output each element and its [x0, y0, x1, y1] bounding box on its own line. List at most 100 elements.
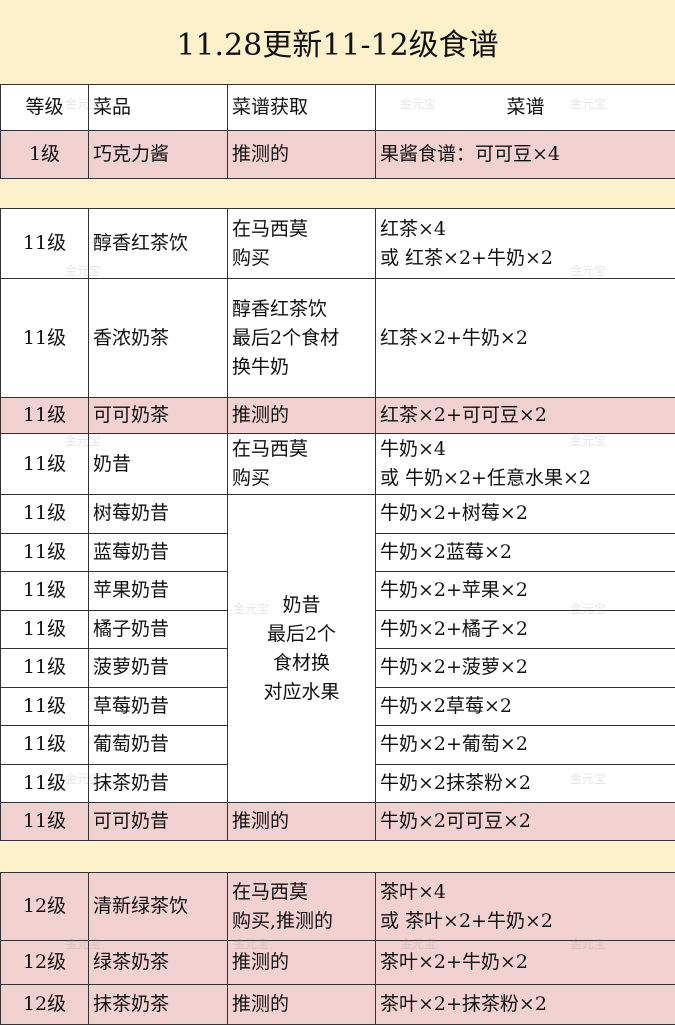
source-cell: 推测的: [228, 803, 376, 841]
dish-cell: 抹茶奶茶: [89, 985, 228, 1025]
source-cell-line: 在马西莫: [232, 215, 371, 244]
table-row: 11级树莓奶昔奶昔最后2个食材换对应水果牛奶×2+树莓×2: [1, 495, 675, 534]
recipe-cell-line: 或 牛奶×2+任意水果×2: [380, 464, 671, 493]
source-cell-line: 推测的: [232, 401, 371, 430]
recipe-cell: 红茶×2+牛奶×2: [376, 279, 675, 398]
header-table: 等级 菜品 菜谱获取 菜谱 1级 巧克力酱 推测的 果酱食谱：可可豆×4: [0, 84, 675, 179]
dish-cell: 清新绿茶饮: [89, 873, 228, 941]
level-cell: 11级: [1, 649, 89, 688]
level-cell: 11级: [1, 533, 89, 572]
dish-cell: 蓝莓奶昔: [89, 533, 228, 572]
level-cell: 11级: [1, 398, 89, 434]
dish-cell: 葡萄奶昔: [89, 726, 228, 765]
level-cell: 11级: [1, 572, 89, 611]
source-cell: 推测的: [228, 941, 376, 985]
dish-cell: 绿茶奶茶: [89, 941, 228, 985]
recipe-cell: 红茶×2+可可豆×2: [376, 398, 675, 434]
source-cell-merged-line: 对应水果: [232, 678, 371, 707]
dish-cell: 可可奶茶: [89, 398, 228, 434]
level-cell: 11级: [1, 434, 89, 495]
source-cell: 推测的: [228, 985, 376, 1025]
recipe-cell: 牛奶×2草莓×2: [376, 687, 675, 726]
source-cell: 醇香红茶饮最后2个食材换牛奶: [228, 279, 376, 398]
recipe-cell: 牛奶×2+菠萝×2: [376, 649, 675, 688]
header-dish: 菜品: [89, 85, 228, 131]
table-row: 11级可可奶昔推测的牛奶×2可可豆×2: [1, 803, 675, 841]
recipe-cell-line: 红茶×2+牛奶×2: [380, 324, 671, 353]
source-cell-line: 推测的: [232, 990, 371, 1019]
level-cell: 12级: [1, 985, 89, 1025]
recipe-cell-line: 牛奶×4: [380, 435, 671, 464]
table-row: 11级香浓奶茶醇香红茶饮最后2个食材换牛奶红茶×2+牛奶×2: [1, 279, 675, 398]
recipe-cell-line: 或 茶叶×2+牛奶×2: [380, 907, 671, 936]
source-cell-merged: 奶昔最后2个食材换对应水果: [228, 495, 376, 803]
source-cell-line: 购买: [232, 244, 371, 273]
header-row: 等级 菜品 菜谱获取 菜谱: [1, 85, 675, 131]
level-cell: 12级: [1, 873, 89, 941]
dish-cell: 巧克力酱: [89, 131, 228, 179]
recipe-cell-line: 茶叶×2+牛奶×2: [380, 948, 671, 977]
dish-cell: 草莓奶昔: [89, 687, 228, 726]
source-cell-line: 推测的: [232, 948, 371, 977]
source-cell-line: 在马西莫: [232, 435, 371, 464]
table-row: 1级 巧克力酱 推测的 果酱食谱：可可豆×4: [1, 131, 675, 179]
level-cell: 11级: [1, 279, 89, 398]
source-cell-line: 购买: [232, 464, 371, 493]
source-cell-merged-line: 奶昔: [232, 591, 371, 620]
dish-cell: 菠萝奶昔: [89, 649, 228, 688]
level-cell: 1级: [1, 131, 89, 179]
recipe-cell: 牛奶×2+树莓×2: [376, 495, 675, 534]
recipe-cell-line: 或 红茶×2+牛奶×2: [380, 244, 671, 273]
source-cell-line: 在马西莫: [232, 878, 371, 907]
recipe-cell: 牛奶×2蓝莓×2: [376, 533, 675, 572]
recipe-cell: 牛奶×2可可豆×2: [376, 803, 675, 841]
header-source: 菜谱获取: [228, 85, 376, 131]
level-cell: 11级: [1, 764, 89, 803]
recipe-cell: 果酱食谱：可可豆×4: [376, 131, 675, 179]
table-row: 11级可可奶茶推测的红茶×2+可可豆×2: [1, 398, 675, 434]
level-cell: 11级: [1, 726, 89, 765]
source-cell-line: 醇香红茶饮: [232, 295, 371, 324]
recipe-cell-line: 红茶×4: [380, 215, 671, 244]
source-cell-merged-line: 食材换: [232, 649, 371, 678]
source-cell: 在马西莫购买,推测的: [228, 873, 376, 941]
header-level: 等级: [1, 85, 89, 131]
source-cell-line: 最后2个食材: [232, 324, 371, 353]
dish-cell: 抹茶奶昔: [89, 764, 228, 803]
table-row: 12级绿茶奶茶推测的茶叶×2+牛奶×2: [1, 941, 675, 985]
level-cell: 11级: [1, 687, 89, 726]
recipe-cell: 牛奶×2+苹果×2: [376, 572, 675, 611]
recipe-cell-line: 茶叶×2+抹茶粉×2: [380, 990, 671, 1019]
page-title: 11.28更新11-12级食谱: [0, 0, 675, 84]
recipe-cell-line: 茶叶×4: [380, 878, 671, 907]
source-cell: 在马西莫购买: [228, 434, 376, 495]
level-cell: 11级: [1, 803, 89, 841]
source-cell-line: 换牛奶: [232, 353, 371, 382]
source-cell: 在马西莫购买: [228, 209, 376, 279]
dish-cell: 橘子奶昔: [89, 610, 228, 649]
dish-cell: 可可奶昔: [89, 803, 228, 841]
recipe-cell: 牛奶×2+葡萄×2: [376, 726, 675, 765]
source-cell: 推测的: [228, 131, 376, 179]
recipe-cell-line: 红茶×2+可可豆×2: [380, 401, 671, 430]
recipe-cell: 茶叶×2+抹茶粉×2: [376, 985, 675, 1025]
dish-cell: 苹果奶昔: [89, 572, 228, 611]
source-cell-merged-line: 最后2个: [232, 620, 371, 649]
header-recipe: 菜谱: [376, 85, 675, 131]
dish-cell: 香浓奶茶: [89, 279, 228, 398]
recipe-cell: 茶叶×2+牛奶×2: [376, 941, 675, 985]
level-cell: 11级: [1, 610, 89, 649]
level-cell: 12级: [1, 941, 89, 985]
dish-cell: 醇香红茶饮: [89, 209, 228, 279]
dish-cell: 树莓奶昔: [89, 495, 228, 534]
level-cell: 11级: [1, 495, 89, 534]
recipe-cell: 牛奶×2+橘子×2: [376, 610, 675, 649]
source-cell: 推测的: [228, 398, 376, 434]
